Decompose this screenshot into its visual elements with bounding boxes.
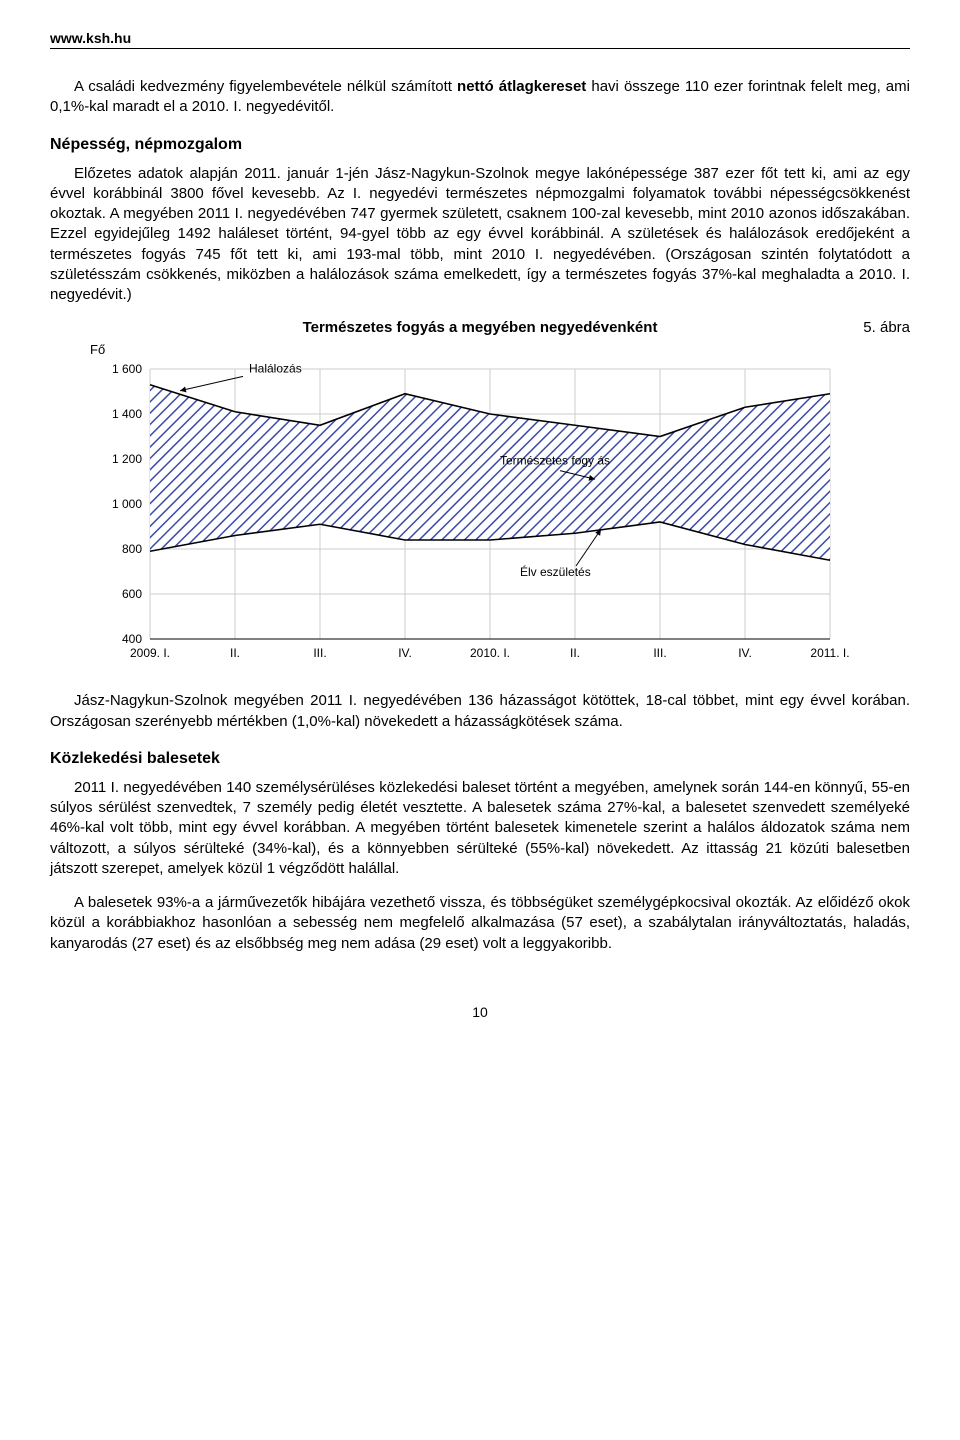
paragraph-marriages: Jász-Nagykun-Szolnok megyében 2011 I. ne… xyxy=(50,691,910,732)
chart-title: Természetes fogyás a megyében negyedéven… xyxy=(303,319,658,336)
figure-label: 5. ábra xyxy=(863,319,910,336)
page-number: 10 xyxy=(50,1004,910,1020)
chart-title-row: Természetes fogyás a megyében negyedéven… xyxy=(50,319,910,336)
svg-text:800: 800 xyxy=(122,542,142,556)
svg-text:Halálozás: Halálozás xyxy=(249,362,302,376)
svg-text:IV.: IV. xyxy=(398,646,412,660)
section-heading-population: Népesség, népmozgalom xyxy=(50,136,910,154)
svg-text:II.: II. xyxy=(230,646,240,660)
svg-text:II.: II. xyxy=(570,646,580,660)
paragraph-accidents-2: A balesetek 93%-a a járművezetők hibájár… xyxy=(50,893,910,954)
svg-text:1 400: 1 400 xyxy=(112,407,142,421)
svg-text:600: 600 xyxy=(122,587,142,601)
document-page: www.ksh.hu A családi kedvezmény figyelem… xyxy=(0,0,960,1060)
svg-text:IV.: IV. xyxy=(738,646,752,660)
paragraph-intro: A családi kedvezmény figyelembevétele né… xyxy=(50,77,910,118)
svg-text:400: 400 xyxy=(122,632,142,646)
page-header-url: www.ksh.hu xyxy=(50,30,910,49)
area-chart: 400 600 800 1 000 1 200 1 400 1 600 2009. I. II.… xyxy=(90,359,850,679)
chart-y-axis-title: Fő xyxy=(90,342,910,357)
svg-text:Élv eszületés: Élv eszületés xyxy=(520,564,591,579)
svg-text:1 200: 1 200 xyxy=(112,452,142,466)
svg-text:2010. I.: 2010. I. xyxy=(470,646,510,660)
svg-text:III.: III. xyxy=(313,646,326,660)
svg-text:2009. I.: 2009. I. xyxy=(130,646,170,660)
svg-text:Természetes fogy ás: Természetes fogy ás xyxy=(500,454,610,468)
paragraph-accidents-1: 2011 I. negyedévében 140 személysérülése… xyxy=(50,778,910,879)
section-heading-accidents: Közlekedési balesetek xyxy=(50,750,910,768)
svg-text:1 600: 1 600 xyxy=(112,362,142,376)
svg-text:III.: III. xyxy=(653,646,666,660)
chart-container: Fő 400 600 800 1 000 1 200 1 400 1 600 2009. I.… xyxy=(90,342,910,679)
svg-text:2011. I.: 2011. I. xyxy=(810,646,849,660)
paragraph-population: Előzetes adatok alapján 2011. január 1-j… xyxy=(50,164,910,306)
svg-text:1 000: 1 000 xyxy=(112,497,142,511)
